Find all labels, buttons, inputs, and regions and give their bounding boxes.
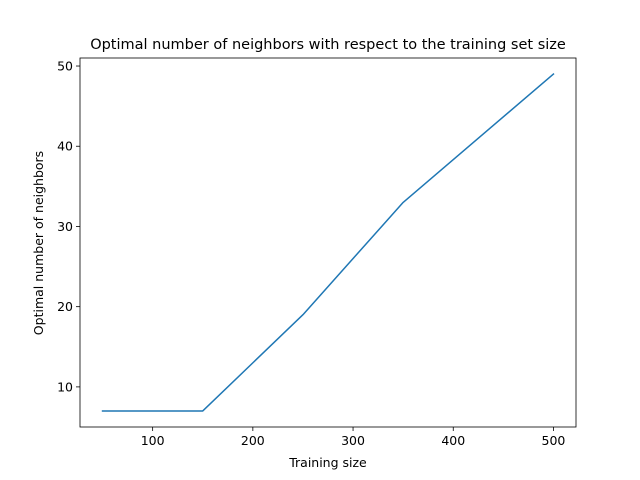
x-tick-label: 300 (341, 433, 365, 448)
x-tick-label: 400 (441, 433, 465, 448)
y-tick-label: 50 (57, 59, 73, 74)
x-axis-label: Training size (288, 455, 367, 470)
x-tick-label: 100 (141, 433, 165, 448)
x-tick-label: 200 (241, 433, 265, 448)
x-tick-label: 500 (542, 433, 566, 448)
y-tick-label: 20 (57, 299, 73, 314)
y-axis-label: Optimal number of neighbors (31, 151, 46, 335)
plot-area: 100 200 300 400 500 10 20 30 40 50 (57, 57, 577, 448)
y-tick-label: 10 (57, 379, 73, 394)
series-line-0 (101, 72, 555, 412)
axes-frame (79, 57, 577, 428)
y-tick-label: 40 (57, 139, 73, 154)
chart-title: Optimal number of neighbors with respect… (90, 37, 566, 53)
y-tick-label: 30 (57, 219, 73, 234)
